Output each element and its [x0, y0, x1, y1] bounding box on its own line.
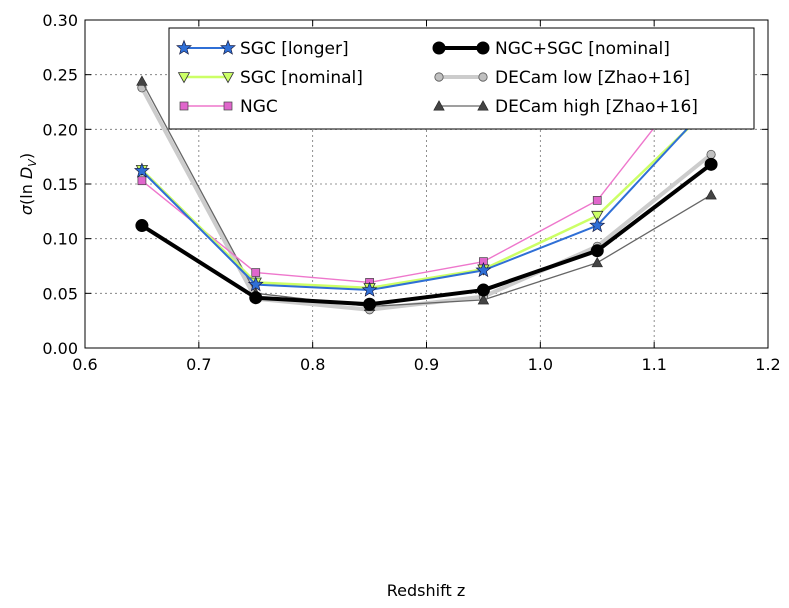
legend-label: NGC+SGC [nominal] — [495, 39, 670, 59]
series-line — [141, 102, 712, 292]
y-label-sigma: σ — [17, 204, 36, 215]
y-tick-label: 0.25 — [42, 66, 78, 85]
x-tick-label: 0.9 — [414, 355, 439, 374]
y-tick-label: 0.05 — [42, 284, 78, 303]
y-tick-label: 0.30 — [42, 11, 78, 30]
legend-label: SGC [longer] — [240, 39, 349, 59]
data-point — [706, 149, 716, 160]
legend-marker — [476, 41, 490, 55]
series-group — [133, 50, 720, 315]
data-point — [249, 291, 263, 305]
y-label-close: ) — [17, 153, 36, 159]
legend-marker — [223, 101, 233, 111]
y-label-sub: V — [26, 158, 39, 167]
data-point — [591, 256, 603, 268]
legend-entry: DECam low [Zhao+16] — [434, 68, 690, 88]
legend-entry: SGC [longer] — [176, 39, 349, 59]
data-point — [133, 162, 150, 178]
y-label-d: D — [17, 167, 36, 179]
series-line — [141, 54, 712, 284]
legend-entry: NGC — [179, 97, 278, 117]
legend-marker — [432, 41, 446, 55]
legend-entry: NGC+SGC [nominal] — [432, 39, 670, 59]
series-line — [140, 162, 713, 307]
y-axis-label: σ(ln DV) — [17, 153, 39, 215]
legend-marker — [179, 101, 189, 111]
series-ngc-sgc-nominal — [135, 157, 718, 311]
data-point — [705, 189, 717, 200]
data-point — [251, 268, 261, 277]
data-point — [591, 210, 604, 223]
data-point — [592, 196, 602, 205]
y-tick-label: 0.00 — [42, 339, 78, 358]
data-point — [704, 157, 718, 171]
legend-label: DECam low [Zhao+16] — [495, 68, 690, 88]
x-tick-label: 0.7 — [186, 355, 211, 374]
data-point — [475, 262, 492, 278]
legend-label: DECam high [Zhao+16] — [495, 97, 698, 117]
x-tick-label: 0.8 — [300, 355, 325, 374]
data-point — [137, 176, 147, 186]
data-point — [135, 219, 149, 233]
y-tick-label: 0.15 — [42, 175, 78, 194]
data-point — [247, 276, 264, 292]
x-tick-label: 1.1 — [641, 355, 666, 374]
legend-marker — [433, 100, 445, 111]
y-label-ln: (ln — [17, 179, 36, 205]
data-point — [361, 281, 378, 297]
x-tick-label: 0.6 — [72, 355, 97, 374]
legend-label: SGC [nominal] — [240, 68, 363, 88]
legend-label: NGC — [240, 97, 278, 117]
legend-marker — [477, 100, 489, 111]
x-axis-label-var: z — [457, 581, 465, 600]
data-point — [476, 283, 490, 297]
legend-marker — [478, 72, 488, 82]
x-tick-label: 1.2 — [755, 355, 780, 374]
legend-marker — [221, 72, 235, 84]
data-point — [589, 217, 606, 233]
legend-marker — [177, 72, 191, 84]
x-axis-label: Redshift z — [387, 581, 465, 600]
x-tick-label: 1.0 — [528, 355, 553, 374]
legend-marker — [176, 39, 192, 55]
legend: SGC [longer] SGC [nominal] NGC NGC+SGC [nom… — [168, 27, 755, 130]
data-point — [590, 244, 604, 258]
series-line — [141, 105, 712, 290]
legend-entry: SGC [nominal] — [177, 68, 363, 88]
legend-entry: DECam high [Zhao+16] — [433, 97, 698, 117]
data-point — [136, 75, 148, 86]
y-tick-label: 0.20 — [42, 120, 78, 139]
data-point — [477, 294, 490, 305]
legend-marker — [220, 39, 236, 55]
y-tick-label: 0.10 — [42, 230, 78, 249]
axis-ticks: 0.6 0.7 0.8 0.9 1.0 1.1 1.2 0.00 0.05 0.10 0.15 0.2… — [42, 11, 780, 374]
data-point — [363, 297, 377, 311]
legend-marker — [434, 72, 444, 82]
